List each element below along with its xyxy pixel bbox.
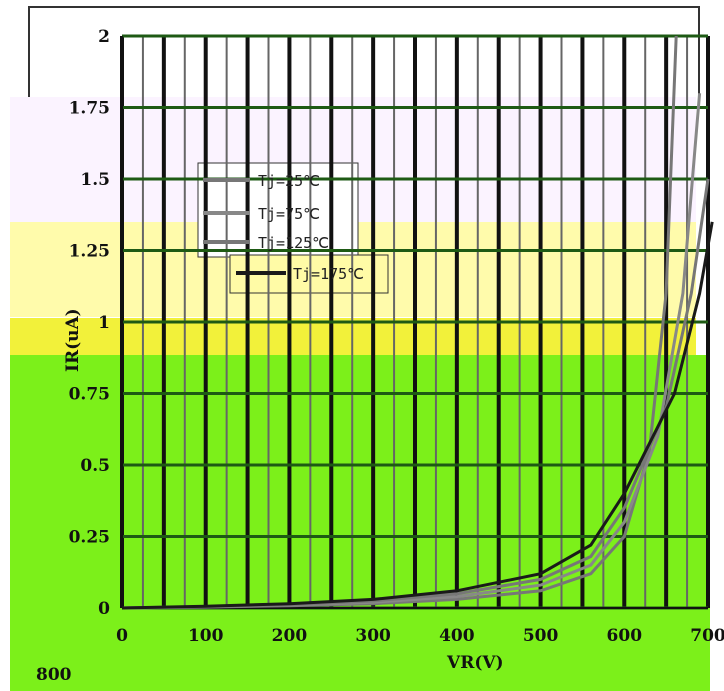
y-tick-label: 0.25 — [69, 528, 110, 548]
series-lines — [121, 35, 714, 610]
y-tick-label: 2 — [98, 27, 110, 47]
y-tick-label: 1.25 — [69, 242, 110, 262]
x-tick-label: 300 — [355, 626, 391, 646]
x-tick-label: 100 — [188, 626, 224, 646]
legend-label: Tj=125℃ — [258, 234, 329, 252]
legend: Tj=25℃ Tj=75℃ Tj=125℃ Tj=175℃ — [203, 172, 364, 283]
y-tick-label: 0 — [98, 599, 110, 619]
grid — [120, 34, 710, 610]
x-tick-label: 200 — [272, 626, 308, 646]
y-axis-label: IR(uA) — [63, 308, 83, 372]
x-tick-label: 0 — [116, 626, 128, 646]
x-tick-labels: 0 100 200 300 400 500 600 700 — [116, 626, 724, 646]
legend-label: Tj=75℃ — [258, 205, 320, 223]
legend-label: Tj=25℃ — [258, 172, 320, 190]
series-line-3 — [121, 221, 714, 610]
y-tick-label: 0.5 — [80, 456, 110, 476]
y-tick-labels: 0 0.25 0.5 0.75 1 1.25 1.5 1.75 2 — [69, 27, 111, 619]
top-frame-band — [28, 6, 700, 98]
green-band — [10, 355, 710, 691]
left-panel-tick: 800 — [36, 665, 72, 685]
y-tick-label: 1.5 — [80, 170, 110, 190]
y-tick-label: 0.75 — [69, 385, 110, 405]
x-tick-label: 700 — [690, 626, 724, 646]
legend-label: Tj=175℃ — [293, 265, 364, 283]
x-tick-label: 500 — [523, 626, 559, 646]
x-tick-label: 600 — [607, 626, 643, 646]
x-axis-label: VR(V) — [446, 653, 504, 673]
y-tick-label: 1 — [98, 313, 110, 333]
y-tick-label: 1.75 — [69, 99, 110, 119]
x-tick-label: 400 — [439, 626, 475, 646]
